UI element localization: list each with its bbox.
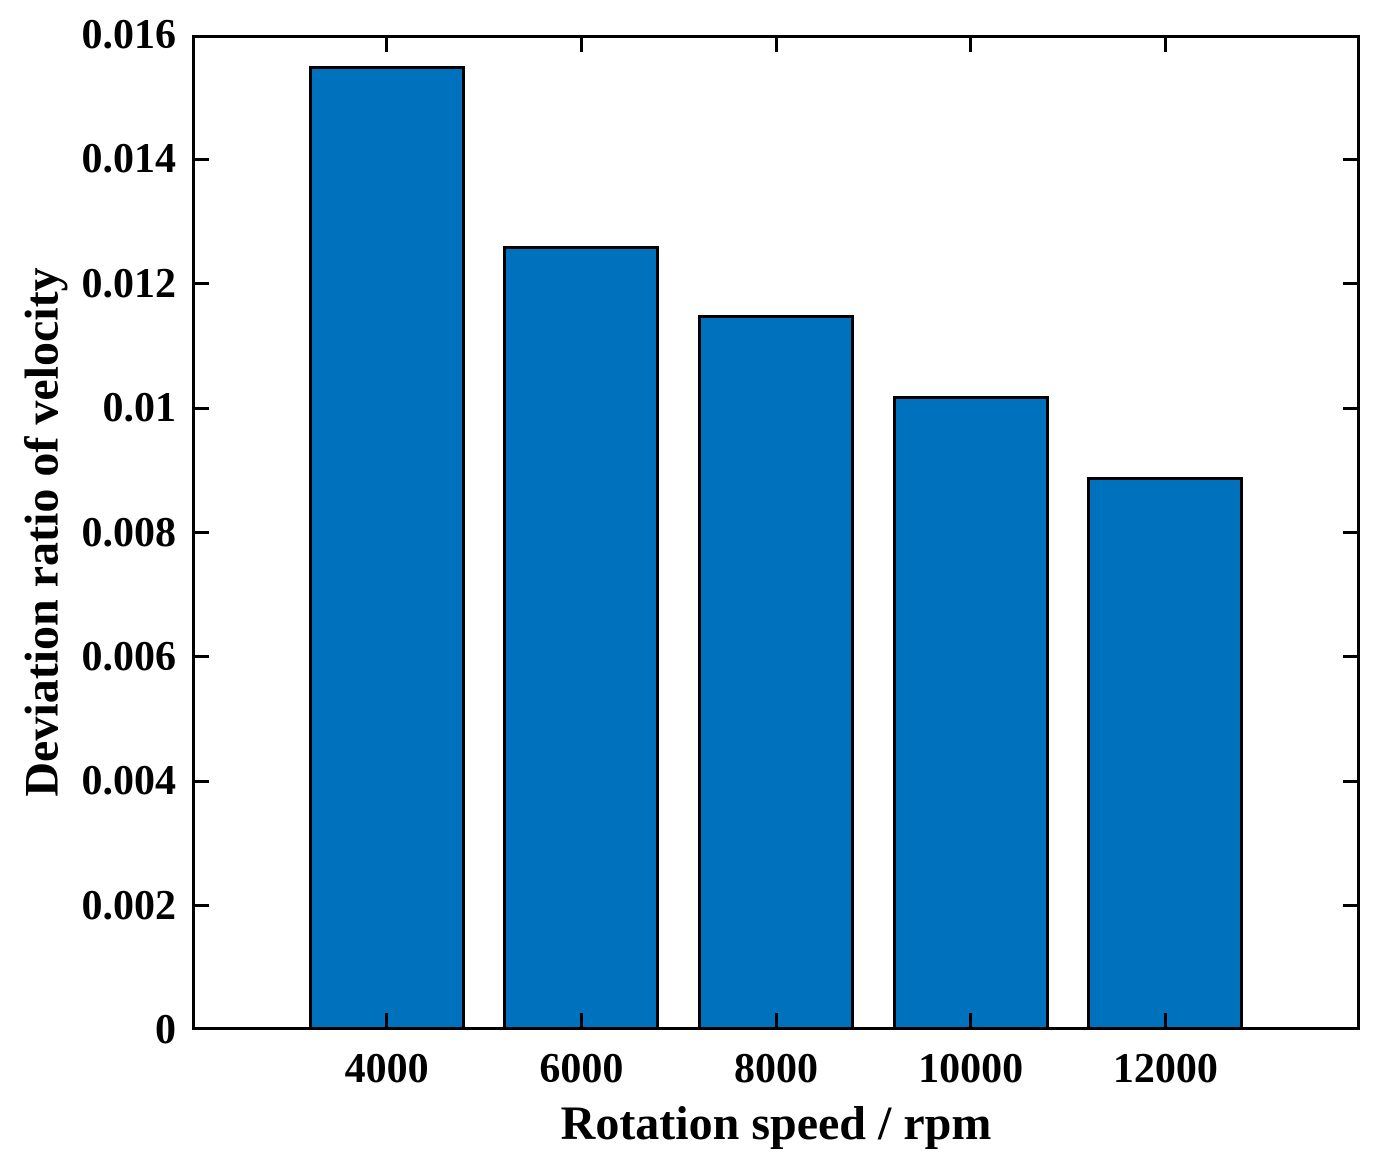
x-tick-top-6000: [579, 38, 583, 52]
x-axis-label: Rotation speed / rpm: [560, 1097, 992, 1150]
y-tick-right-0.01: [1343, 406, 1357, 410]
bar-10000: [892, 395, 1049, 1030]
y-tick-right-0.012: [1343, 282, 1357, 286]
x-tick-label-4000: 4000: [344, 1046, 429, 1092]
y-tick-label-0.006: 0.006: [81, 633, 177, 680]
x-tick-label-12000: 12000: [1112, 1046, 1218, 1092]
y-tick-left-0.006: [195, 655, 209, 659]
y-tick-label-0.016: 0.016: [81, 12, 177, 58]
x-tick-top-10000: [969, 38, 973, 52]
y-tick-label-0.012: 0.012: [81, 260, 177, 307]
y-tick-label-0.004: 0.004: [81, 758, 177, 805]
y-tick-right-0.004: [1343, 779, 1357, 783]
y-tick-right-0.006: [1343, 655, 1357, 659]
y-tick-label-0: 0: [155, 1007, 176, 1053]
y-tick-left-0.002: [195, 904, 209, 908]
x-tick-label-6000: 6000: [539, 1046, 624, 1092]
plot-area: [192, 35, 1360, 1030]
x-tick-top-12000: [1163, 38, 1167, 52]
x-tick-label-10000: 10000: [918, 1046, 1024, 1092]
x-tick-bottom-4000: [385, 1013, 389, 1027]
y-tick-right-0.014: [1343, 157, 1357, 161]
x-tick-bottom-6000: [579, 1013, 583, 1027]
bar-12000: [1087, 476, 1244, 1030]
x-tick-bottom-10000: [969, 1013, 973, 1027]
y-tick-left-0.012: [195, 282, 209, 286]
x-tick-bottom-8000: [774, 1013, 778, 1027]
bar-4000: [308, 66, 465, 1030]
bar-8000: [698, 314, 854, 1030]
y-tick-label-0.014: 0.014: [81, 136, 177, 183]
y-tick-left-0.014: [195, 157, 209, 161]
bar-6000: [503, 246, 660, 1030]
x-tick-top-8000: [774, 38, 778, 52]
y-tick-right-0.008: [1343, 531, 1357, 534]
y-tick-label-0.002: 0.002: [81, 882, 177, 929]
x-tick-label-8000: 8000: [734, 1046, 818, 1092]
y-tick-left-0.01: [195, 406, 209, 410]
x-tick-bottom-12000: [1163, 1013, 1167, 1027]
y-tick-label-0.008: 0.008: [81, 509, 177, 556]
y-tick-left-0.008: [195, 531, 209, 534]
y-tick-label-0.01: 0.01: [102, 385, 177, 432]
y-tick-right-0.002: [1343, 904, 1357, 908]
y-tick-left-0.004: [195, 779, 209, 783]
x-tick-top-4000: [385, 38, 389, 52]
